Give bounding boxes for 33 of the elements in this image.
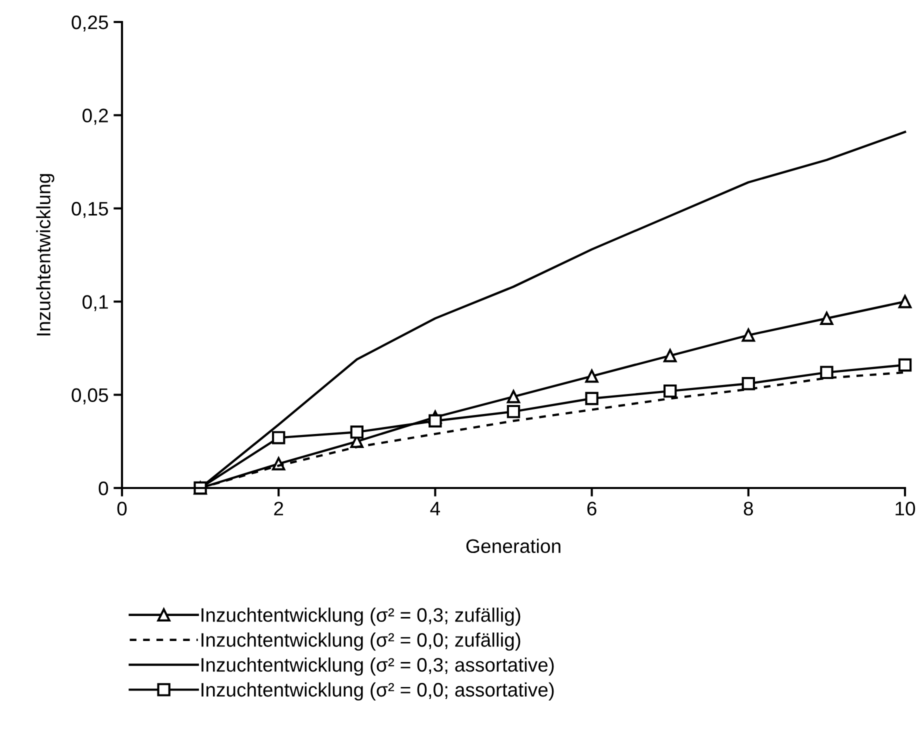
x-axis-title: Generation — [466, 538, 560, 554]
point — [506, 390, 520, 404]
legend-label: Inzuchtentwicklung (σ² = 0,3; assortative) — [202, 657, 554, 676]
y-axis-title: Inzuchtentwicklung — [36, 174, 54, 336]
point — [506, 404, 520, 418]
x-tick-label: 6 — [587, 502, 596, 516]
legend-label: Inzuchtentwicklung (σ² = 0,0; assortative) — [202, 682, 554, 701]
legend-label: Inzuchtentwicklung (σ² = 0,0; zufällig) — [202, 632, 520, 651]
y-tick-label: 0,2 — [82, 108, 108, 125]
point — [664, 349, 677, 362]
y-tick-label: 0,1 — [82, 295, 108, 312]
x-tick-label: 8 — [744, 502, 753, 516]
x-tick-label: 4 — [430, 502, 440, 516]
point — [898, 295, 912, 308]
y-tick-label: 0,15 — [72, 202, 108, 218]
y-tick-label: 0,05 — [72, 388, 108, 404]
point — [585, 370, 598, 383]
x-tick-label: 2 — [274, 502, 284, 516]
y-tick-label: 0 — [98, 481, 108, 496]
point — [820, 312, 834, 325]
point — [820, 366, 834, 380]
point — [428, 414, 442, 428]
point — [585, 392, 598, 406]
point — [350, 425, 364, 439]
point — [272, 431, 286, 444]
point — [742, 328, 755, 342]
point — [664, 384, 677, 398]
x-tick-label: 10 — [896, 502, 916, 516]
x-tick-label: 0 — [117, 502, 127, 516]
legend-label: Inzuchtentwicklung (σ² = 0,3; zufällig) — [202, 608, 520, 626]
y-tick-label: 0,25 — [72, 15, 108, 32]
point — [742, 377, 755, 390]
point — [898, 358, 912, 372]
